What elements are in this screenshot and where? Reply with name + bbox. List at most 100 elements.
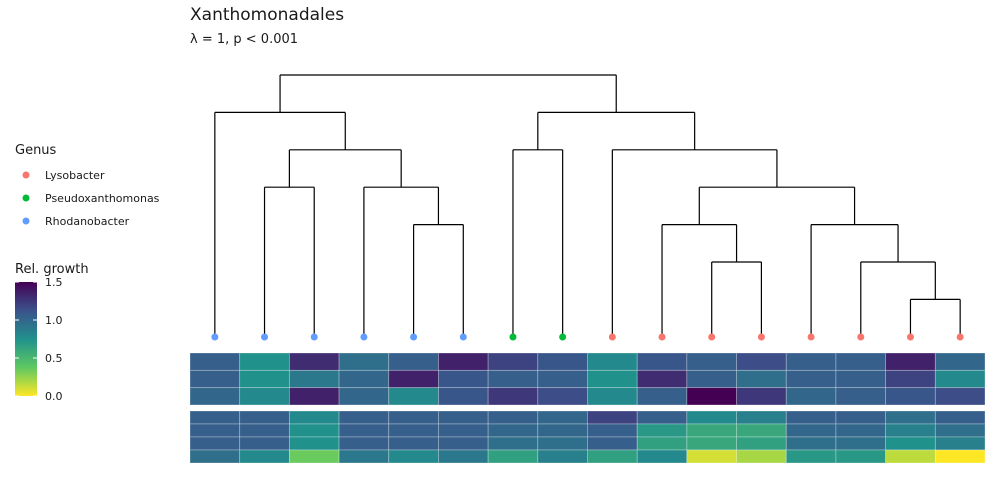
heatmap-cell — [587, 369, 638, 389]
heatmap-cell — [438, 423, 489, 438]
heatmap-cell — [736, 352, 787, 371]
heatmap-cell — [636, 369, 688, 389]
heatmap-cell — [587, 352, 638, 371]
heatmap-cell — [338, 436, 390, 451]
heatmap-cell — [736, 449, 787, 464]
heatmap-top — [189, 352, 986, 406]
tip-point — [807, 333, 815, 341]
heatmap-cell — [388, 410, 439, 425]
heatmap-cell — [587, 387, 638, 406]
tip-point — [459, 333, 467, 341]
heatmap-cell — [835, 352, 887, 371]
heatmap-cell — [835, 387, 887, 406]
heatmap-cell — [686, 436, 737, 451]
heatmap-cell — [537, 436, 588, 451]
heatmap-cell — [736, 387, 787, 406]
heatmap-cell — [288, 423, 340, 438]
tip-point — [310, 333, 318, 341]
heatmap-cell — [487, 387, 539, 406]
colorbar-tick-label: 0.0 — [45, 390, 63, 403]
heatmap-cell — [438, 410, 489, 425]
tip-point — [559, 333, 567, 341]
heatmap-cell — [189, 369, 241, 389]
heatmap-cell — [885, 436, 936, 451]
heatmap-cell — [885, 352, 936, 371]
heatmap-cell — [785, 449, 837, 464]
tip-point — [211, 333, 219, 341]
growth-colorbar: Rel. growth 1.5 1.0 0.5 0.0 — [15, 262, 89, 403]
heatmap-cell — [686, 369, 737, 389]
colorbar-tick-label: 1.5 — [45, 276, 63, 289]
heatmap-cell — [785, 410, 837, 425]
heatmap-cell — [189, 352, 241, 371]
heatmap-cell — [885, 449, 936, 464]
heatmap-cell — [388, 387, 439, 406]
legend-key — [22, 171, 30, 179]
legend-key — [22, 217, 30, 225]
colorbar-tick-label: 1.0 — [45, 314, 63, 327]
heatmap-cell — [338, 449, 390, 464]
tip-point — [757, 333, 765, 341]
heatmap-cell — [587, 436, 638, 451]
heatmap-cell — [686, 449, 737, 464]
heatmap-cell — [835, 423, 887, 438]
dendrogram — [214, 74, 961, 337]
heatmap-cell — [537, 387, 588, 406]
heatmap-cell — [736, 410, 787, 425]
heatmap-cell — [537, 449, 588, 464]
heatmap-cell — [785, 387, 837, 406]
heatmap-cell — [934, 387, 986, 406]
heatmap-cell — [785, 352, 837, 371]
heatmap-cell — [835, 410, 887, 425]
heatmap-cell — [785, 369, 837, 389]
heatmap-cell — [487, 352, 539, 371]
heatmap-cell — [934, 369, 986, 389]
tip-points — [211, 333, 964, 341]
heatmap-cell — [885, 387, 936, 406]
heatmap-cell — [239, 352, 290, 371]
heatmap-cell — [487, 423, 539, 438]
heatmap-cell — [636, 410, 688, 425]
heatmap-cell — [239, 410, 290, 425]
heatmap-cell — [736, 436, 787, 451]
heatmap-cell — [785, 436, 837, 451]
heatmap-cell — [239, 369, 290, 389]
heatmap-cell — [388, 449, 439, 464]
legend-label: Lysobacter — [45, 169, 105, 182]
heatmap-cell — [338, 423, 390, 438]
tip-point — [956, 333, 964, 341]
heatmap-cell — [636, 423, 688, 438]
heatmap-cell — [438, 387, 489, 406]
heatmap-cell — [835, 436, 887, 451]
heatmap-cell — [487, 436, 539, 451]
heatmap-cell — [438, 352, 489, 371]
heatmap-cell — [438, 436, 489, 451]
heatmap-cell — [885, 423, 936, 438]
heatmap-cell — [189, 423, 241, 438]
heatmap-bottom — [189, 410, 986, 464]
heatmap-cell — [785, 423, 837, 438]
heatmap-cell — [239, 449, 290, 464]
heatmap-cell — [934, 436, 986, 451]
heatmap-cell — [934, 352, 986, 371]
heatmap-cell — [288, 352, 340, 371]
heatmap-cell — [438, 449, 489, 464]
heatmap-cell — [189, 436, 241, 451]
tip-point — [658, 333, 666, 341]
heatmap-cell — [388, 352, 439, 371]
heatmap-cell — [338, 369, 390, 389]
heatmap-cell — [934, 423, 986, 438]
heatmap-cell — [934, 449, 986, 464]
heatmap-cell — [288, 387, 340, 406]
heatmap-cell — [587, 410, 638, 425]
heatmap-cell — [537, 352, 588, 371]
chart-subtitle: λ = 1, p < 0.001 — [190, 32, 298, 47]
heatmap-cell — [388, 369, 439, 389]
heatmap-cell — [189, 387, 241, 406]
heatmap-cell — [686, 423, 737, 438]
heatmap-cell — [537, 369, 588, 389]
colorbar-tick-label: 0.5 — [45, 352, 63, 365]
heatmap-cell — [636, 387, 688, 406]
heatmap-cell — [686, 352, 737, 371]
